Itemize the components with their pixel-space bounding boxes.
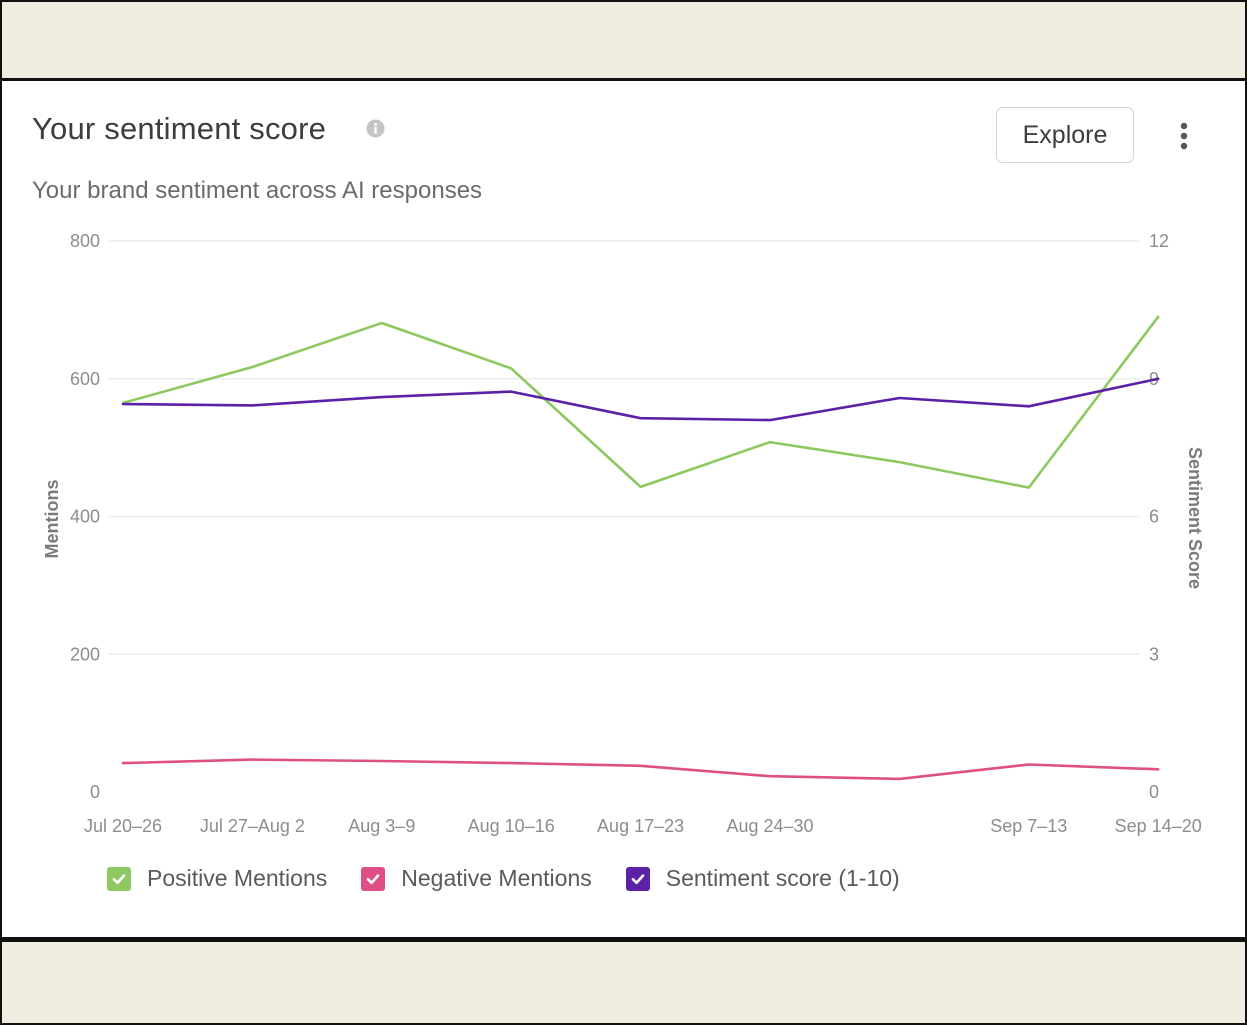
y-left-tick-label: 600 — [70, 369, 100, 389]
y-left-tick-label: 0 — [90, 782, 100, 802]
checkbox-checked-icon[interactable] — [625, 866, 650, 891]
legend-item[interactable]: Positive Mentions — [107, 865, 327, 892]
y-right-tick-label: 0 — [1149, 782, 1159, 802]
series-line-positive-mentions[interactable] — [121, 315, 1160, 489]
legend-label: Negative Mentions — [401, 865, 592, 891]
x-tick-label: Sep 7–13 — [990, 816, 1067, 836]
y-left-tick-label: 400 — [70, 507, 100, 527]
y-left-tick-label: 800 — [70, 231, 100, 251]
kebab-menu-icon[interactable] — [1172, 119, 1196, 153]
info-icon[interactable] — [366, 119, 385, 138]
series-layer — [121, 315, 1160, 781]
x-tick-label: Sep 14–20 — [1115, 816, 1202, 836]
legend-item[interactable]: Negative Mentions — [361, 865, 592, 892]
sentiment-card: Your sentiment score Your brand sentimen… — [2, 78, 1245, 942]
y-axis-left-title: Mentions — [42, 480, 62, 559]
checkbox-checked-icon[interactable] — [107, 866, 131, 891]
x-tick-label: Aug 3–9 — [348, 816, 415, 836]
y-right-tick-label: 6 — [1149, 507, 1159, 527]
y-axis-right-title: Sentiment Score — [1185, 447, 1205, 589]
legend-item[interactable]: Sentiment score (1-10) — [625, 865, 900, 892]
card-subtitle: Your brand sentiment across AI responses — [32, 177, 483, 204]
series-line-negative-mentions[interactable] — [121, 758, 1160, 781]
x-tick-label: Aug 17–23 — [597, 816, 684, 836]
x-axis: Jul 20–26 Jul 27–Aug 2 Aug 3–9 Aug 10–16 Aug… — [84, 816, 1202, 836]
y-right-tick-label: 12 — [1149, 231, 1169, 251]
y-axis-left: 0 200 400 600 800 — [70, 231, 100, 802]
y-right-tick-label: 3 — [1149, 644, 1159, 664]
x-tick-label: Jul 20–26 — [84, 816, 162, 836]
checkbox-checked-icon[interactable] — [361, 866, 386, 891]
x-tick-label: Aug 24–30 — [726, 816, 813, 836]
series-line-sentiment-score-1-10[interactable] — [121, 377, 1160, 422]
grid-lines — [108, 240, 1140, 655]
legend-label: Sentiment score (1-10) — [665, 865, 900, 891]
x-tick-label: Jul 27–Aug 2 — [200, 816, 305, 836]
y-left-tick-label: 200 — [70, 644, 100, 664]
explore-button[interactable]: Explore — [996, 107, 1134, 163]
x-tick-label: Aug 10–16 — [468, 816, 555, 836]
chart-legend: Positive Mentions Negative Mentions Sentim… — [107, 865, 900, 892]
card-title: Your sentiment score — [32, 111, 327, 146]
legend-label: Positive Mentions — [147, 865, 328, 891]
